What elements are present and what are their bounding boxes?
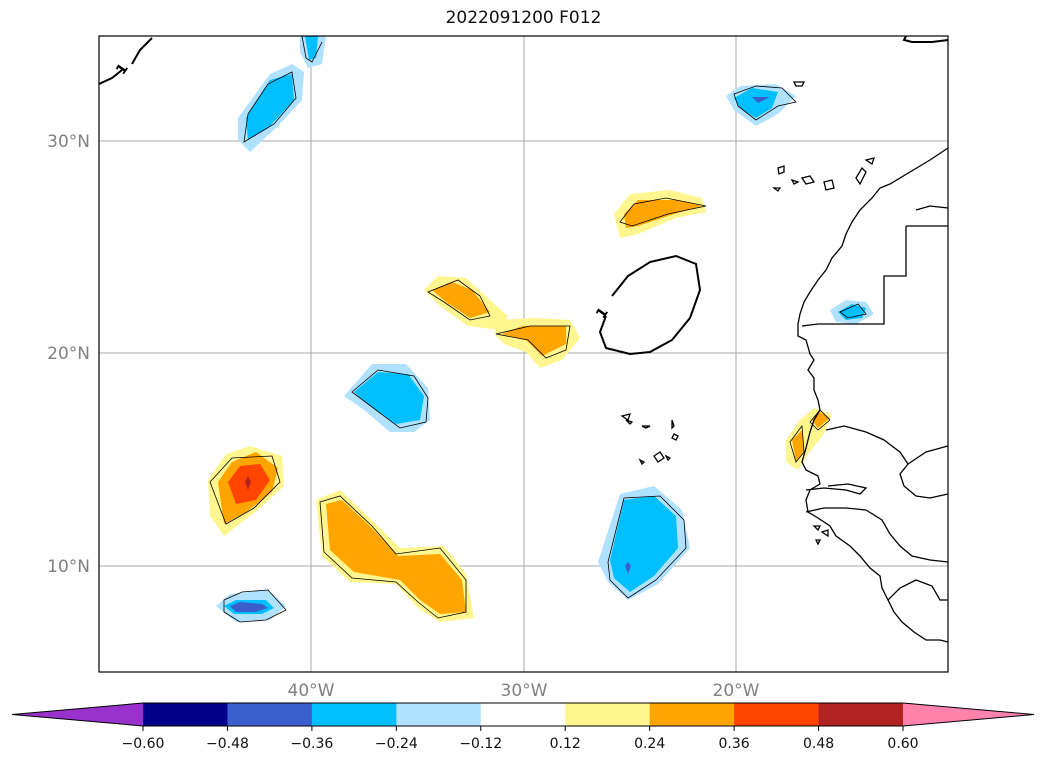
colorbar-tick-label: −0.48 (206, 736, 249, 752)
lat-label-20n: 20°N (47, 344, 90, 364)
colorbar: −0.60 −0.48 −0.36 −0.24 −0.12 0.12 0.24 0.36 0.4… (11, 702, 1035, 752)
colorbar-tick-label: 0.60 (887, 736, 918, 752)
coast-africa (797, 147, 948, 643)
anomaly-positive-10n-36w (316, 490, 474, 622)
border-guinea-bissau (805, 507, 867, 513)
anomaly-negative-31n-42w (238, 64, 304, 152)
anomaly-positive-26n-26w (614, 190, 707, 238)
colorbar-tick-label: −0.24 (375, 736, 418, 752)
colorbar-segment (818, 703, 904, 726)
colorbar-segment (227, 703, 313, 726)
anomaly-negative-22n-14w (830, 300, 874, 324)
island-cv-7 (653, 451, 665, 463)
colorbar-segment (649, 703, 735, 726)
anomaly-positive-21n-29w (494, 318, 580, 368)
anomaly-positive-16n-17w (786, 408, 832, 470)
coastlines (620, 81, 948, 643)
anomaly-negative-north-narrow (300, 36, 326, 68)
border-wsahara-mauritania (801, 226, 907, 327)
colorbar-extend-high (903, 703, 1034, 726)
anomaly-negative-32n-19w (726, 84, 797, 126)
lon-label-40w: 40°W (288, 681, 335, 701)
island-cv-8 (664, 454, 672, 462)
colorbar-tick-label: −0.12 (459, 736, 502, 752)
map-title: 2022091200 F012 (445, 8, 602, 28)
colorbar-tick-label: 0.36 (719, 736, 750, 752)
colorbar-tick-label: −0.60 (122, 736, 165, 752)
border-sierra-leone (887, 579, 948, 601)
colorbar-segment (480, 703, 566, 726)
anomaly-positive-14n-43w (208, 446, 284, 536)
island-canary-5 (855, 166, 867, 186)
island-bissagos-3 (814, 539, 822, 546)
island-canary-7 (772, 187, 782, 192)
lat-label-30n: 30°N (47, 132, 90, 152)
contour-top-right (902, 36, 948, 43)
island-cv-5 (671, 433, 679, 441)
colorbar-segment (396, 703, 482, 726)
island-cv-3 (641, 425, 651, 429)
island-canary-3 (800, 175, 816, 185)
gridlines (99, 36, 948, 672)
colorbar-segment (311, 703, 397, 726)
island-bissagos-2 (820, 529, 829, 538)
island-canary-6 (864, 157, 875, 166)
island-cv-6 (638, 458, 646, 466)
island-canary-1 (777, 165, 785, 175)
island-cv-1 (620, 413, 631, 422)
colorbar-tick-label: −0.36 (290, 736, 333, 752)
island-canary-2 (790, 178, 800, 185)
colorbar-tick-label: 0.12 (550, 736, 581, 752)
island-bissagos-1 (812, 525, 822, 532)
lon-label-30w: 30°W (501, 681, 548, 701)
island-canary-4 (823, 179, 835, 191)
contour-lines (99, 36, 948, 356)
island-cv-4 (671, 419, 675, 430)
anomaly-negative-18n-36w (344, 364, 430, 432)
anomaly-negative-11n-25w (598, 486, 690, 600)
border-inland-north (915, 205, 948, 211)
border-mali-east (907, 445, 948, 465)
colorbar-segment (565, 703, 651, 726)
colorbar-segment (734, 703, 820, 726)
island-madeira (792, 81, 806, 87)
colorbar-tick-label: 0.48 (803, 736, 834, 752)
colorbar-segment (143, 703, 228, 726)
anomaly-positive-22n-33w (424, 276, 508, 330)
colorbar-extend-low (12, 703, 143, 726)
contour-top-left (99, 37, 153, 85)
border-gambia (805, 483, 868, 495)
colorbar-tick-label: 0.24 (634, 736, 665, 752)
island-cv-2 (625, 419, 634, 425)
anomaly-negative-8n-43w (216, 589, 287, 623)
lat-label-10n: 10°N (47, 557, 90, 577)
lon-label-20w: 20°W (713, 681, 760, 701)
map-frame (98, 35, 949, 673)
contour-ring-22n-25w (598, 254, 702, 356)
border-guinea (865, 509, 948, 563)
